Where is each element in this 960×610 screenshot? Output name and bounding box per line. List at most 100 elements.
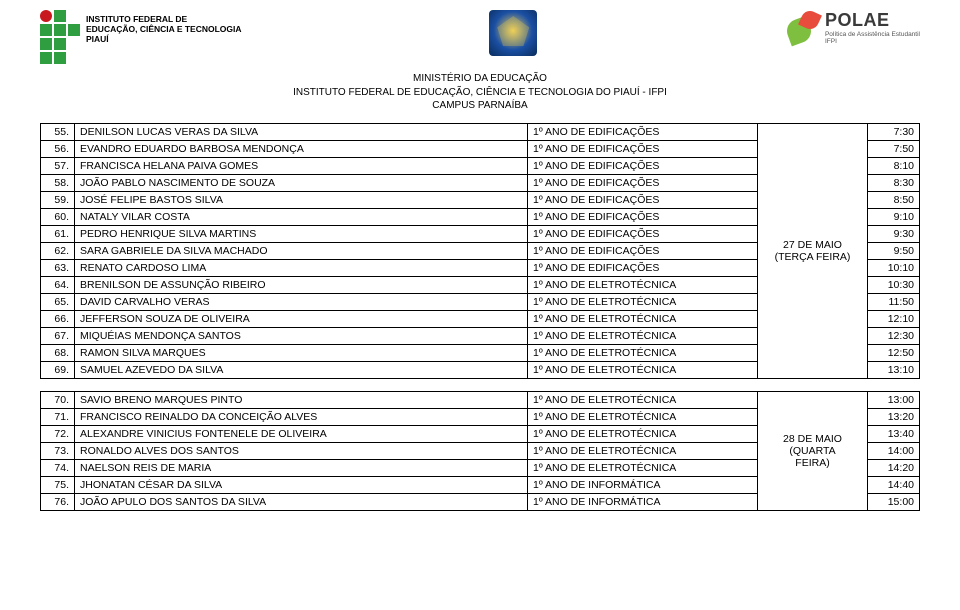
- row-time: 14:20: [868, 459, 920, 476]
- logo-ifpi: INSTITUTO FEDERAL DE EDUCAÇÃO, CIÊNCIA E…: [40, 10, 242, 64]
- row-number: 76.: [41, 493, 75, 510]
- row-course: 1º ANO DE EDIFICAÇÕES: [528, 174, 758, 191]
- row-number: 65.: [41, 293, 75, 310]
- polae-text: POLAE: [825, 10, 920, 31]
- row-time: 13:00: [868, 391, 920, 408]
- row-number: 69.: [41, 361, 75, 378]
- row-name: PEDRO HENRIQUE SILVA MARTINS: [75, 225, 528, 242]
- row-course: 1º ANO DE ELETROTÉCNICA: [528, 425, 758, 442]
- row-time: 12:30: [868, 327, 920, 344]
- row-course: 1º ANO DE ELETROTÉCNICA: [528, 310, 758, 327]
- date-cell: 28 DE MAIO(QUARTAFEIRA): [758, 391, 868, 510]
- row-time: 12:10: [868, 310, 920, 327]
- row-number: 74.: [41, 459, 75, 476]
- row-course: 1º ANO DE ELETROTÉCNICA: [528, 276, 758, 293]
- row-course: 1º ANO DE ELETROTÉCNICA: [528, 344, 758, 361]
- row-number: 61.: [41, 225, 75, 242]
- row-name: JOÃO APULO DOS SANTOS DA SILVA: [75, 493, 528, 510]
- row-time: 7:30: [868, 123, 920, 140]
- row-course: 1º ANO DE INFORMÁTICA: [528, 476, 758, 493]
- inst-line1: INSTITUTO FEDERAL DE: [86, 14, 242, 24]
- title-line1: MINISTÉRIO DA EDUCAÇÃO: [40, 72, 920, 86]
- header: INSTITUTO FEDERAL DE EDUCAÇÃO, CIÊNCIA E…: [40, 10, 920, 64]
- row-number: 62.: [41, 242, 75, 259]
- row-number: 75.: [41, 476, 75, 493]
- row-course: 1º ANO DE ELETROTÉCNICA: [528, 293, 758, 310]
- title-line2: INSTITUTO FEDERAL DE EDUCAÇÃO, CIÊNCIA E…: [40, 86, 920, 100]
- table-row: 55.DENILSON LUCAS VERAS DA SILVA1º ANO D…: [41, 123, 920, 140]
- row-name: SAMUEL AZEVEDO DA SILVA: [75, 361, 528, 378]
- inst-line2: EDUCAÇÃO, CIÊNCIA E TECNOLOGIA: [86, 24, 242, 34]
- row-number: 63.: [41, 259, 75, 276]
- inst-line3: PIAUÍ: [86, 34, 242, 44]
- row-course: 1º ANO DE ELETROTÉCNICA: [528, 442, 758, 459]
- row-time: 12:50: [868, 344, 920, 361]
- row-course: 1º ANO DE EDIFICAÇÕES: [528, 157, 758, 174]
- row-name: JOSÉ FELIPE BASTOS SILVA: [75, 191, 528, 208]
- row-course: 1º ANO DE EDIFICAÇÕES: [528, 225, 758, 242]
- row-time: 9:50: [868, 242, 920, 259]
- row-time: 7:50: [868, 140, 920, 157]
- row-course: 1º ANO DE INFORMÁTICA: [528, 493, 758, 510]
- row-course: 1º ANO DE ELETROTÉCNICA: [528, 408, 758, 425]
- row-name: NAELSON REIS DE MARIA: [75, 459, 528, 476]
- row-number: 59.: [41, 191, 75, 208]
- row-course: 1º ANO DE ELETROTÉCNICA: [528, 391, 758, 408]
- row-time: 10:10: [868, 259, 920, 276]
- row-name: RAMON SILVA MARQUES: [75, 344, 528, 361]
- row-time: 14:00: [868, 442, 920, 459]
- row-course: 1º ANO DE EDIFICAÇÕES: [528, 242, 758, 259]
- row-name: JOÃO PABLO NASCIMENTO DE SOUZA: [75, 174, 528, 191]
- ifpi-text: INSTITUTO FEDERAL DE EDUCAÇÃO, CIÊNCIA E…: [86, 14, 242, 45]
- row-number: 71.: [41, 408, 75, 425]
- polae-sub1: Política de Assistência Estudantil: [825, 31, 920, 38]
- row-course: 1º ANO DE ELETROTÉCNICA: [528, 361, 758, 378]
- row-number: 60.: [41, 208, 75, 225]
- row-name: BRENILSON DE ASSUNÇÃO RIBEIRO: [75, 276, 528, 293]
- table-block2: 70.SAVIO BRENO MARQUES PINTO1º ANO DE EL…: [40, 391, 920, 511]
- row-time: 8:50: [868, 191, 920, 208]
- row-name: NATALY VILAR COSTA: [75, 208, 528, 225]
- row-time: 8:30: [868, 174, 920, 191]
- row-name: JHONATAN CÉSAR DA SILVA: [75, 476, 528, 493]
- row-name: SARA GABRIELE DA SILVA MACHADO: [75, 242, 528, 259]
- row-number: 70.: [41, 391, 75, 408]
- row-number: 56.: [41, 140, 75, 157]
- row-time: 9:30: [868, 225, 920, 242]
- row-name: DAVID CARVALHO VERAS: [75, 293, 528, 310]
- if-logo-icon: [40, 10, 80, 64]
- date-cell: 27 DE MAIO(TERÇA FEIRA): [758, 123, 868, 378]
- row-name: MIQUÉIAS MENDONÇA SANTOS: [75, 327, 528, 344]
- row-number: 66.: [41, 310, 75, 327]
- row-time: 11:50: [868, 293, 920, 310]
- row-course: 1º ANO DE EDIFICAÇÕES: [528, 259, 758, 276]
- row-course: 1º ANO DE EDIFICAÇÕES: [528, 140, 758, 157]
- table-row: 70.SAVIO BRENO MARQUES PINTO1º ANO DE EL…: [41, 391, 920, 408]
- row-course: 1º ANO DE ELETROTÉCNICA: [528, 327, 758, 344]
- row-name: DENILSON LUCAS VERAS DA SILVA: [75, 123, 528, 140]
- row-time: 9:10: [868, 208, 920, 225]
- row-number: 58.: [41, 174, 75, 191]
- brasao-icon: [489, 10, 537, 56]
- row-course: 1º ANO DE ELETROTÉCNICA: [528, 459, 758, 476]
- row-time: 8:10: [868, 157, 920, 174]
- row-number: 57.: [41, 157, 75, 174]
- row-number: 67.: [41, 327, 75, 344]
- row-number: 72.: [41, 425, 75, 442]
- row-name: SAVIO BRENO MARQUES PINTO: [75, 391, 528, 408]
- row-name: RENATO CARDOSO LIMA: [75, 259, 528, 276]
- row-name: ALEXANDRE VINICIUS FONTENELE DE OLIVEIRA: [75, 425, 528, 442]
- row-course: 1º ANO DE EDIFICAÇÕES: [528, 123, 758, 140]
- polae-sub2: IFPI: [825, 38, 920, 45]
- row-course: 1º ANO DE EDIFICAÇÕES: [528, 208, 758, 225]
- row-number: 73.: [41, 442, 75, 459]
- row-time: 13:20: [868, 408, 920, 425]
- row-number: 68.: [41, 344, 75, 361]
- row-time: 13:40: [868, 425, 920, 442]
- row-time: 13:10: [868, 361, 920, 378]
- title-block: MINISTÉRIO DA EDUCAÇÃO INSTITUTO FEDERAL…: [40, 72, 920, 113]
- row-time: 15:00: [868, 493, 920, 510]
- polae-icon: [785, 11, 819, 45]
- row-number: 64.: [41, 276, 75, 293]
- row-name: FRANCISCA HELANA PAIVA GOMES: [75, 157, 528, 174]
